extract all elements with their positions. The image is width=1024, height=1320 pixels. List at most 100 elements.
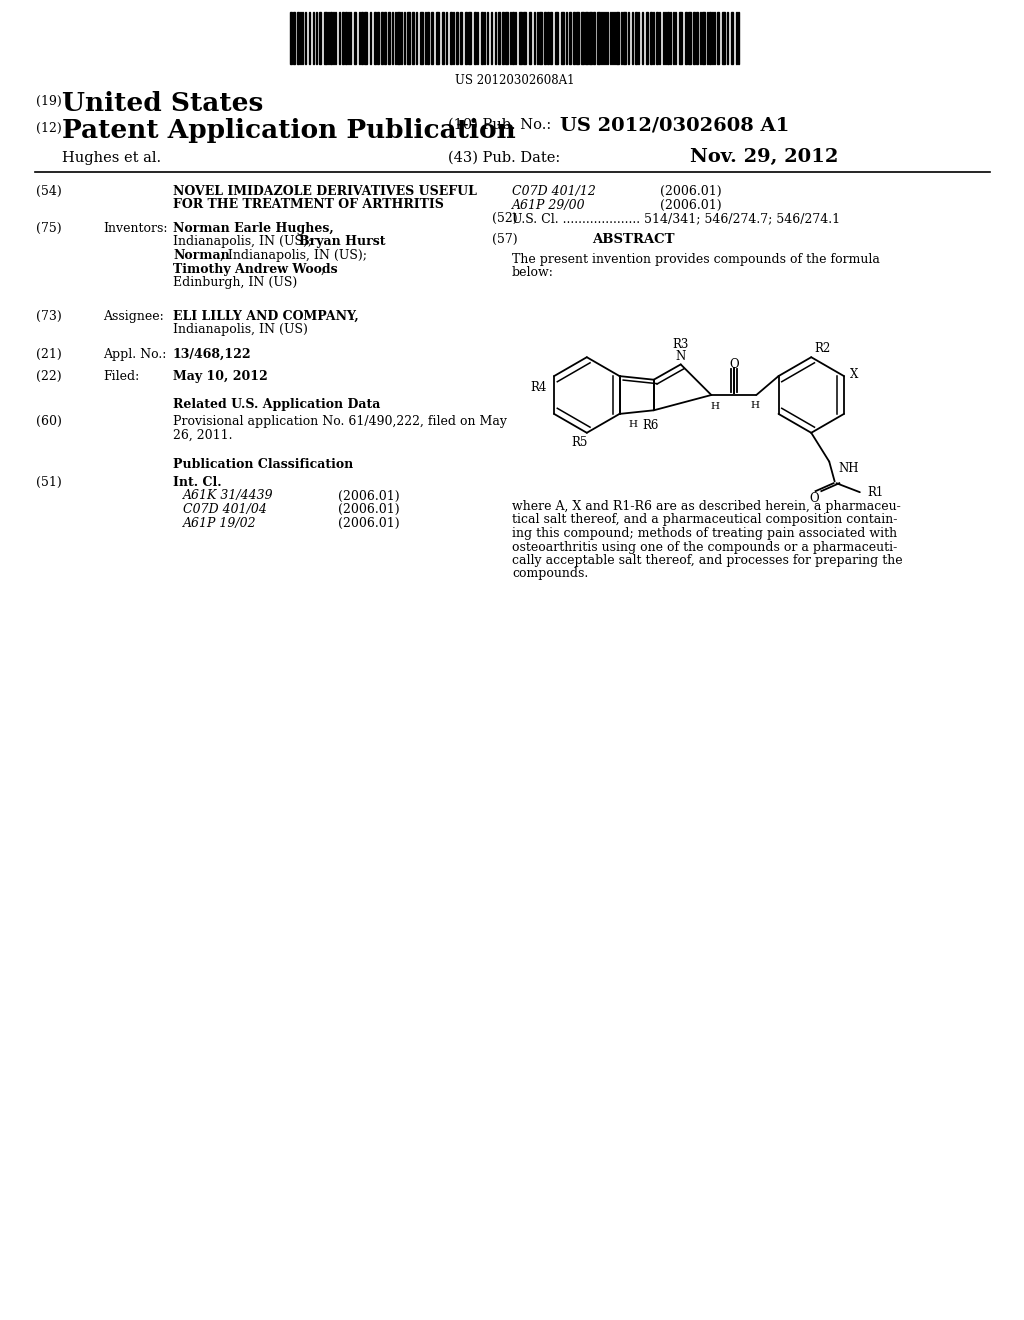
Bar	[427, 12, 429, 63]
Text: C07D 401/04: C07D 401/04	[183, 503, 267, 516]
Text: The present invention provides compounds of the formula: The present invention provides compounds…	[512, 253, 880, 267]
Text: (60): (60)	[36, 414, 61, 428]
Text: (73): (73)	[36, 310, 61, 323]
Text: (2006.01): (2006.01)	[338, 516, 399, 529]
Text: Timothy Andrew Woods: Timothy Andrew Woods	[173, 263, 338, 276]
Text: (22): (22)	[36, 370, 61, 383]
Bar	[330, 12, 332, 63]
Text: ELI LILLY AND COMPANY,: ELI LILLY AND COMPANY,	[173, 310, 358, 323]
Text: osteoarthritis using one of the compounds or a pharmaceuti-: osteoarthritis using one of the compound…	[512, 540, 897, 553]
Text: O: O	[729, 358, 738, 371]
Text: (10) Pub. No.:: (10) Pub. No.:	[449, 117, 551, 132]
Bar	[397, 12, 400, 63]
Text: Appl. No.:: Appl. No.:	[103, 348, 166, 360]
Bar	[342, 12, 344, 63]
Bar	[523, 12, 526, 63]
Bar	[324, 12, 327, 63]
Text: X: X	[850, 368, 858, 380]
Bar	[436, 12, 439, 63]
Text: (43) Pub. Date:: (43) Pub. Date:	[449, 150, 560, 165]
Text: Norman: Norman	[173, 249, 229, 261]
Bar	[290, 12, 292, 63]
Bar	[650, 12, 652, 63]
Text: O: O	[809, 492, 819, 504]
Text: cally acceptable salt thereof, and processes for preparing the: cally acceptable salt thereof, and proce…	[512, 554, 902, 568]
Text: (54): (54)	[36, 185, 61, 198]
Text: A61P 29/00: A61P 29/00	[512, 198, 586, 211]
Bar	[364, 12, 367, 63]
Text: (2006.01): (2006.01)	[338, 503, 399, 516]
Bar	[456, 12, 458, 63]
Bar	[688, 12, 691, 63]
Bar	[377, 12, 379, 63]
Bar	[345, 12, 347, 63]
Text: 26, 2011.: 26, 2011.	[173, 429, 232, 441]
Text: Assignee:: Assignee:	[103, 310, 164, 323]
Bar	[702, 12, 705, 63]
Bar	[581, 12, 584, 63]
Text: R2: R2	[814, 342, 830, 355]
Bar	[550, 12, 552, 63]
Text: (51): (51)	[36, 477, 61, 488]
Bar	[465, 12, 467, 63]
Text: (75): (75)	[36, 222, 61, 235]
Bar	[512, 12, 514, 63]
Bar	[717, 12, 719, 63]
Text: N: N	[676, 350, 686, 363]
Text: ing this compound; methods of treating pain associated with: ing this compound; methods of treating p…	[512, 527, 897, 540]
Text: (57): (57)	[492, 234, 517, 246]
Text: 13/468,122: 13/468,122	[173, 348, 252, 360]
Bar	[693, 12, 695, 63]
Bar	[529, 12, 531, 63]
Bar	[505, 12, 508, 63]
Text: Indianapolis, IN (US);: Indianapolis, IN (US);	[173, 235, 316, 248]
Text: US 20120302608A1: US 20120302608A1	[456, 74, 574, 87]
Bar	[646, 12, 648, 63]
Text: Nov. 29, 2012: Nov. 29, 2012	[690, 148, 839, 166]
Bar	[544, 12, 546, 63]
Text: H: H	[629, 420, 638, 429]
Bar	[412, 12, 414, 63]
Text: A61P 19/02: A61P 19/02	[183, 516, 257, 529]
Text: Patent Application Publication: Patent Application Publication	[62, 117, 516, 143]
Text: United States: United States	[62, 91, 263, 116]
Bar	[539, 12, 542, 63]
Text: ,: ,	[321, 263, 325, 276]
Bar	[573, 12, 575, 63]
Text: Provisional application No. 61/490,222, filed on May: Provisional application No. 61/490,222, …	[173, 414, 507, 428]
Bar	[569, 12, 571, 63]
Bar	[297, 12, 299, 63]
Bar	[597, 12, 600, 63]
Text: C07D 401/12: C07D 401/12	[512, 185, 596, 198]
Bar	[709, 12, 711, 63]
Bar	[679, 12, 682, 63]
Bar	[589, 12, 592, 63]
Bar	[293, 12, 295, 63]
Text: (19): (19)	[36, 95, 61, 108]
Text: R5: R5	[571, 437, 588, 449]
Text: (52): (52)	[492, 213, 517, 224]
Text: R6: R6	[642, 418, 658, 432]
Bar	[361, 12, 362, 63]
Bar	[575, 12, 579, 63]
Bar	[656, 12, 658, 63]
Bar	[685, 12, 687, 63]
Text: FOR THE TREATMENT OF ARTHRITIS: FOR THE TREATMENT OF ARTHRITIS	[173, 198, 443, 211]
Text: NH: NH	[839, 462, 859, 475]
Text: Edinburgh, IN (US): Edinburgh, IN (US)	[173, 276, 297, 289]
Text: (2006.01): (2006.01)	[660, 185, 722, 198]
Text: tical salt thereof, and a pharmaceutical composition contain-: tical salt thereof, and a pharmaceutical…	[512, 513, 897, 527]
Text: Int. Cl.: Int. Cl.	[173, 477, 221, 488]
Bar	[420, 12, 423, 63]
Bar	[498, 12, 500, 63]
Text: R4: R4	[530, 381, 547, 395]
Bar	[519, 12, 522, 63]
Bar	[502, 12, 504, 63]
Text: Filed:: Filed:	[103, 370, 139, 383]
Bar	[696, 12, 698, 63]
Bar	[381, 12, 383, 63]
Text: Bryan Hurst: Bryan Hurst	[299, 235, 385, 248]
Text: Indianapolis, IN (US): Indianapolis, IN (US)	[173, 323, 308, 337]
Bar	[547, 12, 549, 63]
Bar	[450, 12, 452, 63]
